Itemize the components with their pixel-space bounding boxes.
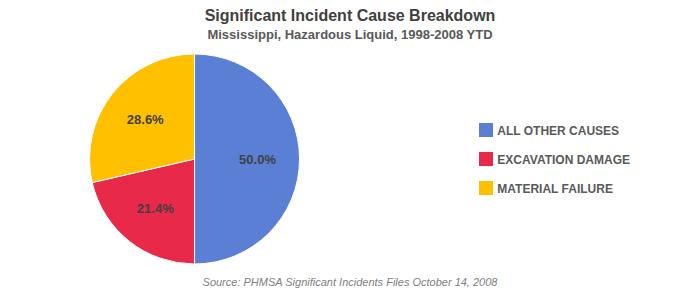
svg-text:50.0%: 50.0% (239, 152, 276, 167)
svg-text:28.6%: 28.6% (127, 112, 164, 127)
svg-text:21.4%: 21.4% (137, 201, 174, 216)
html-text:Mississippi, Hazardous Liquid,: Mississippi, Hazardous Liquid, 1998-2008… (207, 27, 493, 42)
html-text:EXCAVATION DAMAGE: EXCAVATION DAMAGE (497, 152, 630, 167)
html-text:Source: PHMSA Significant Inci: Source: PHMSA Significant Incidents File… (202, 276, 498, 288)
html-text:Significant Incident Cause Bre: Significant Incident Cause Breakdown (204, 7, 496, 24)
html-text:MATERIAL FAILURE: MATERIAL FAILURE (497, 181, 613, 196)
html-text:ALL OTHER CAUSES: ALL OTHER CAUSES (497, 123, 620, 138)
